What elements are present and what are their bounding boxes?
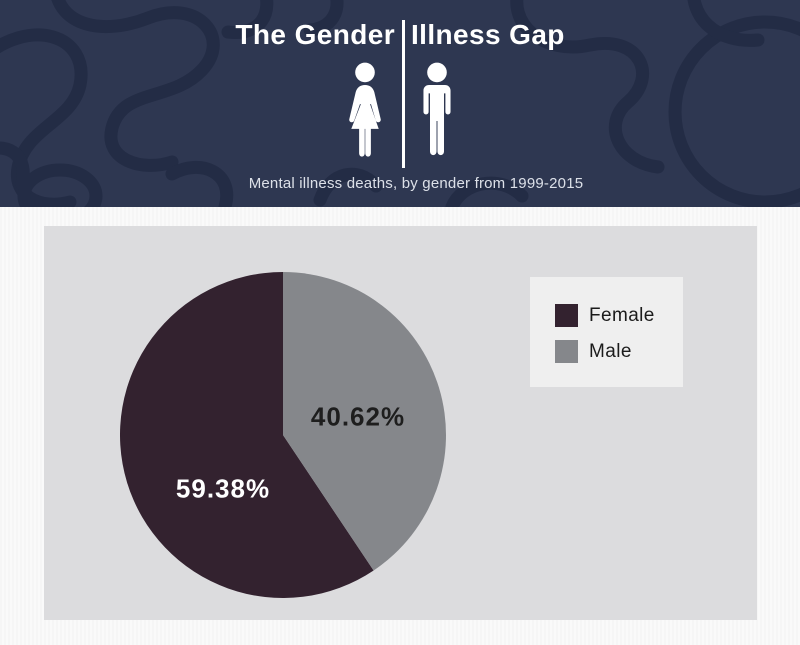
title-left: The Gender bbox=[235, 19, 395, 50]
legend-item-male: Male bbox=[555, 340, 683, 363]
legend-label-male: Male bbox=[589, 340, 632, 362]
legend-label-female: Female bbox=[589, 304, 655, 326]
title-right: Illness Gap bbox=[411, 19, 565, 50]
pie-slice-male bbox=[283, 272, 446, 571]
pie-chart bbox=[119, 272, 446, 598]
male-icon bbox=[423, 62, 451, 156]
legend-swatch-male bbox=[555, 340, 578, 363]
title-divider bbox=[402, 20, 405, 168]
header-doodle-pattern bbox=[0, 0, 800, 207]
chart-legend: Female Male bbox=[530, 277, 683, 387]
header: The Gender Illness Gap Mental illness de… bbox=[0, 0, 800, 207]
female-icon bbox=[349, 62, 381, 157]
pie-label-female: 59.38% bbox=[175, 473, 271, 504]
legend-item-female: Female bbox=[555, 304, 683, 327]
legend-swatch-female bbox=[555, 304, 578, 327]
pie-chart-wrap bbox=[119, 272, 446, 598]
pie-label-male: 40.62% bbox=[310, 401, 406, 432]
chart-panel: 59.38% 40.62% Female Male bbox=[44, 226, 757, 620]
chart-subtitle: Mental illness deaths, by gender from 19… bbox=[248, 175, 584, 192]
pie-slice-female bbox=[119, 272, 374, 598]
